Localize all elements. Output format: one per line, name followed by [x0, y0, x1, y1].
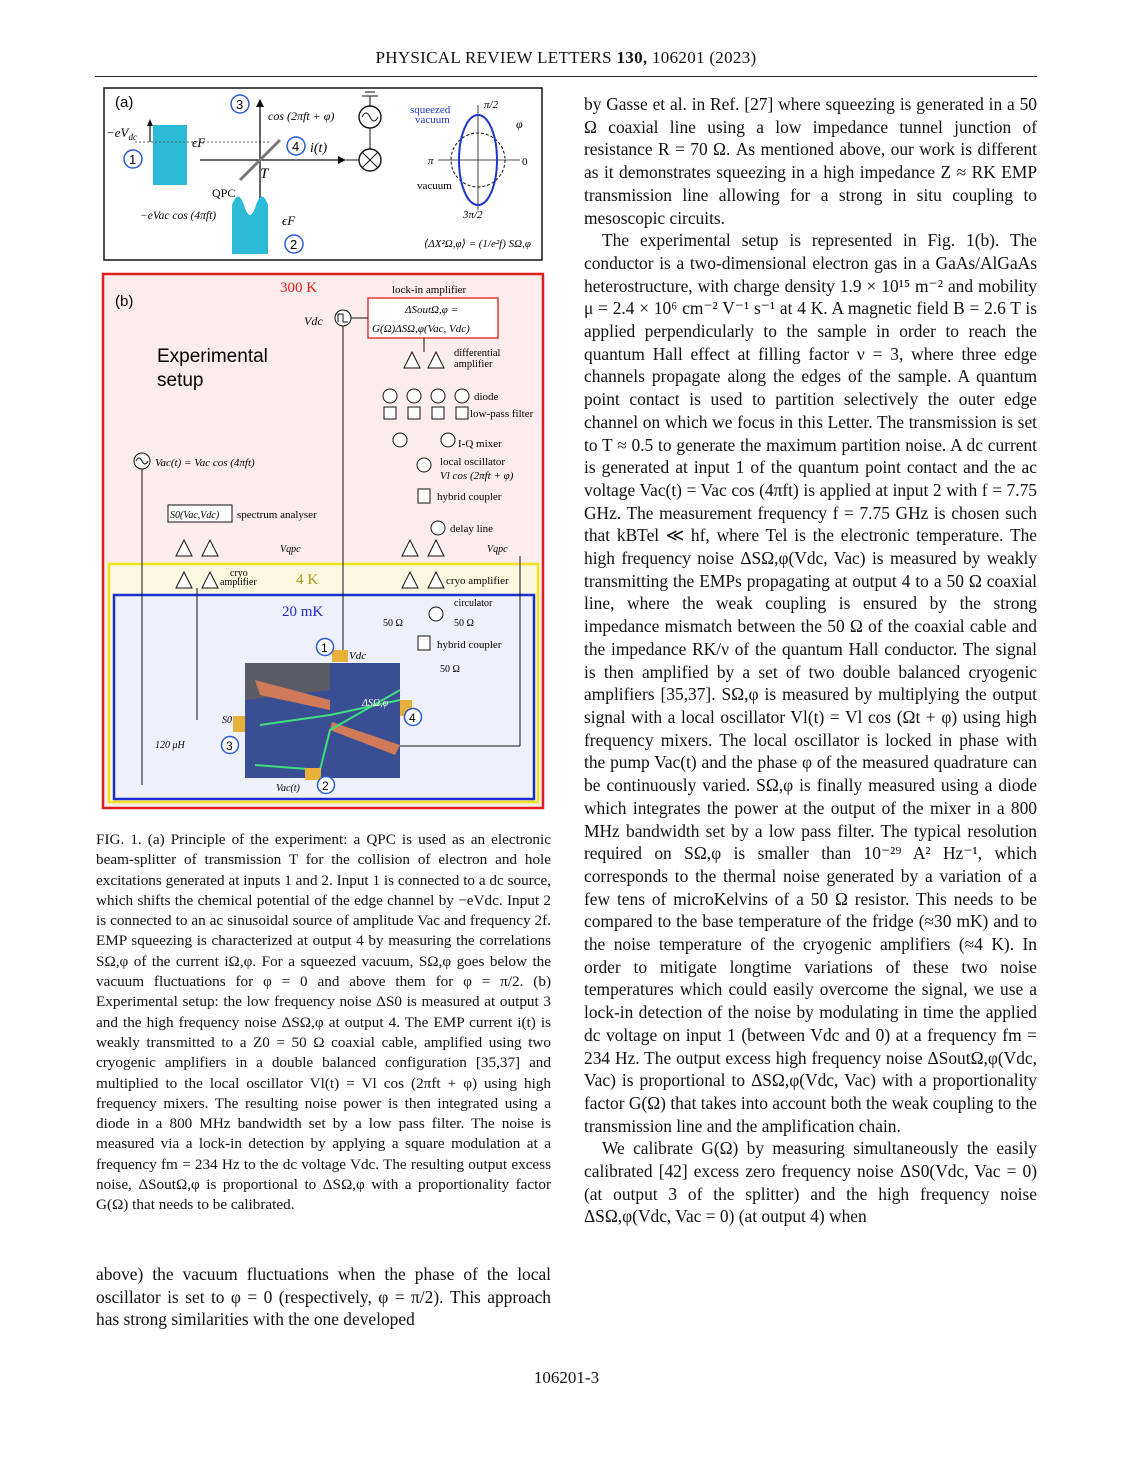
svg-text:3: 3 — [226, 739, 233, 753]
hybrid-coupler-icon — [417, 488, 431, 504]
spectrum-box — [167, 504, 233, 523]
svg-text:50 Ω: 50 Ω — [383, 618, 403, 629]
svg-text:Vac(t) = Vac cos (4πft): Vac(t) = Vac cos (4πft) — [155, 457, 255, 469]
svg-text:delay line: delay line — [450, 523, 493, 535]
paragraph-3: We calibrate G(Ω) by measuring simultane… — [584, 1138, 1037, 1227]
svg-text:4: 4 — [409, 711, 416, 725]
left-paragraph: above) the vacuum fluctuations when the … — [96, 1264, 551, 1330]
svg-text:Vac(t): Vac(t) — [276, 783, 301, 794]
squeezed-label: squeezed — [410, 104, 451, 116]
svg-text:G(Ω)ΔSΩ,φ(Vac, Vdc): G(Ω)ΔSΩ,φ(Vac, Vdc) — [372, 323, 470, 335]
delay-line-icon — [430, 520, 446, 536]
panel-a-frame — [103, 87, 543, 261]
three-pi-half: 3π/2 — [462, 209, 483, 221]
svg-text:4: 4 — [292, 139, 299, 154]
marker-b3: 3 — [220, 735, 240, 755]
figure-caption: FIG. 1. (a) Principle of the experiment:… — [96, 831, 551, 1214]
volume: 130, — [616, 48, 648, 67]
svg-text:S0(Vac,Vdc): S0(Vac,Vdc) — [170, 510, 220, 521]
svg-text:amplifier: amplifier — [454, 359, 493, 370]
svg-text:hybrid coupler: hybrid coupler — [437, 491, 502, 503]
vac-drive-label: −eVac cos (4πft) — [140, 210, 216, 222]
left-column-text: above) the vacuum fluctuations when the … — [96, 1263, 551, 1331]
journal-name: PHYSICAL REVIEW LETTERS — [375, 48, 612, 67]
temp-300k: 300 K — [280, 280, 317, 296]
svg-text:1: 1 — [129, 152, 136, 167]
svg-text:ΔSΩ,φ: ΔSΩ,φ — [361, 698, 389, 709]
svg-text:diode: diode — [474, 391, 499, 403]
transmission-t: T — [260, 166, 270, 182]
panel-b-label: (b) — [115, 293, 133, 310]
svg-text:Vdc: Vdc — [304, 314, 323, 328]
qpc-label: QPC — [212, 186, 235, 200]
pi: π — [428, 155, 434, 167]
vacuum-circle — [450, 132, 506, 188]
marker-b2: 2 — [316, 775, 336, 795]
svg-text:50 Ω: 50 Ω — [440, 664, 460, 675]
svg-text:2: 2 — [290, 237, 297, 252]
marker-4: 4 — [286, 136, 306, 156]
temp-4k: 4 K — [296, 572, 318, 588]
svg-text:low-pass filter: low-pass filter — [470, 408, 534, 420]
svg-text:cryo: cryo — [230, 568, 248, 579]
svg-text:120 μH: 120 μH — [155, 740, 186, 751]
svg-text:hybrid coupler: hybrid coupler — [437, 639, 502, 651]
svg-text:cryo amplifier: cryo amplifier — [446, 575, 509, 587]
lo-icon — [416, 457, 432, 473]
svg-text:spectrum analyser: spectrum analyser — [237, 509, 317, 521]
setup-label: setup — [157, 370, 203, 391]
article-number: 106201 (2023) — [652, 48, 757, 67]
running-header: PHYSICAL REVIEW LETTERS 130, 106201 (202… — [95, 48, 1037, 68]
svg-text:I-Q mixer: I-Q mixer — [458, 438, 502, 450]
svg-text:S0: S0 — [222, 715, 232, 726]
pi-half: π/2 — [484, 99, 499, 111]
page-number: 106201-3 — [533, 1368, 600, 1387]
svg-text:50 Ω: 50 Ω — [454, 618, 474, 629]
panel-a-label: (a) — [115, 94, 133, 111]
header-rule — [95, 76, 1037, 77]
input2-reservoir — [232, 196, 268, 254]
svg-text:Vdc: Vdc — [349, 650, 366, 662]
minus-evdc: −eVdc — [106, 125, 137, 142]
cos-label: cos (2πft + φ) — [268, 109, 334, 123]
squeezed-vacuum-label: vacuum — [415, 114, 450, 126]
svg-text:ΔSoutΩ,φ =: ΔSoutΩ,φ = — [404, 304, 458, 316]
phi-angle: φ — [516, 117, 523, 131]
fermi-level-2: ϵF — [282, 213, 296, 228]
svg-text:Vl cos (2πft + φ): Vl cos (2πft + φ) — [440, 470, 514, 482]
svg-text:differential: differential — [454, 348, 501, 359]
svg-text:1: 1 — [321, 641, 328, 655]
diode-row — [382, 388, 470, 448]
paragraph-1: by Gasse et al. in Ref. [27] where squee… — [584, 94, 1037, 228]
svg-text:2: 2 — [322, 779, 329, 793]
svg-text:3: 3 — [236, 97, 243, 112]
figure-1: (a) −eVdc ϵF T QPC cos (2πft + φ) i(t) −… — [101, 87, 545, 810]
marker-3: 3 — [230, 94, 250, 114]
fermi-level-1: ϵF — [192, 135, 206, 150]
current-it: i(t) — [310, 141, 327, 156]
temp-20mk: 20 mK — [282, 604, 323, 620]
svg-text:Vqpc: Vqpc — [280, 544, 301, 555]
marker-b1: 1 — [315, 637, 335, 657]
svg-text:circulator: circulator — [454, 598, 493, 609]
zero: 0 — [522, 156, 528, 168]
right-column-text: by Gasse et al. in Ref. [27] where squee… — [584, 93, 1037, 1228]
experimental-label: Experimental — [157, 346, 268, 367]
circulator-icon — [428, 606, 444, 622]
hybrid-coupler-2-icon — [417, 635, 431, 651]
marker-b4: 4 — [403, 707, 423, 727]
svg-text:amplifier: amplifier — [220, 577, 257, 588]
input1-reservoir — [153, 125, 187, 185]
lockin-label: lock-in amplifier — [392, 284, 467, 296]
svg-text:local oscillator: local oscillator — [440, 456, 505, 468]
squeezed-ellipse — [458, 114, 498, 206]
svg-text:Vqpc: Vqpc — [487, 544, 508, 555]
marker-1: 1 — [123, 149, 143, 169]
vacuum-label: vacuum — [417, 180, 452, 192]
marker-2: 2 — [284, 234, 304, 254]
quadrature-formula: ⟨ΔX²Ω,φ⟩ = (1/e²f) SΩ,φ — [424, 238, 531, 250]
paragraph-2: The experimental setup is represented in… — [584, 230, 1037, 1136]
